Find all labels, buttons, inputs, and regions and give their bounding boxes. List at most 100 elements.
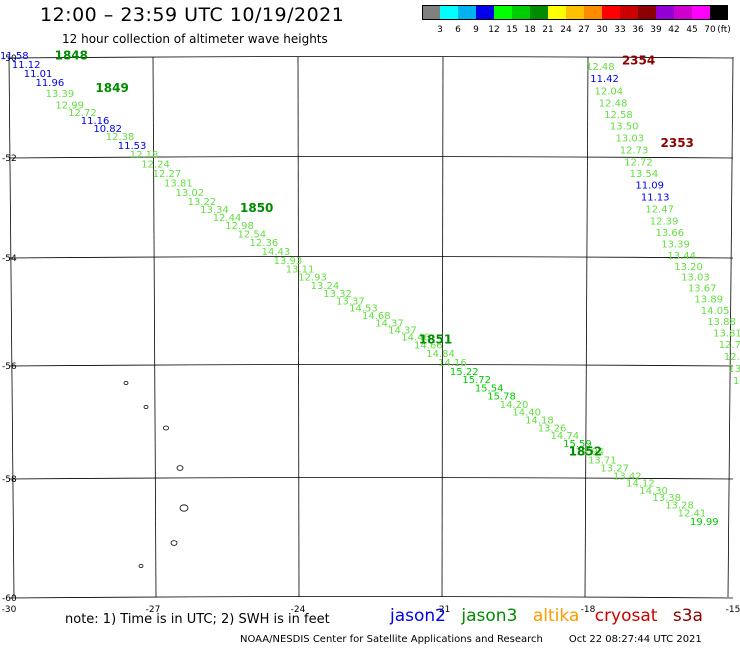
legend-swatch bbox=[584, 5, 602, 20]
wave-height-value: 13.50 bbox=[610, 122, 639, 133]
wave-height-value: 13.54 bbox=[630, 169, 659, 180]
wave-height-value: 11.42 bbox=[590, 74, 619, 85]
legend-swatch bbox=[674, 5, 692, 20]
island-outlines bbox=[123, 380, 189, 569]
wave-height-value: 12.18 bbox=[130, 150, 159, 161]
wave-height-value: 13.02 bbox=[175, 188, 204, 199]
wave-height-value: 13.81 bbox=[713, 329, 740, 340]
longitude-line bbox=[441, 56, 444, 598]
wave-height-value: 13.38 bbox=[652, 493, 681, 504]
wave-height-value: 14.74 bbox=[550, 431, 579, 442]
wave-height-value: 12.73 bbox=[620, 145, 649, 156]
longitude-line bbox=[727, 56, 734, 598]
longitude-line bbox=[8, 56, 15, 598]
legend-label: 3 bbox=[437, 25, 443, 35]
pass-time-label: 2354 bbox=[622, 54, 655, 68]
legend-label: 27 bbox=[578, 25, 589, 35]
wave-height-value: 14.43 bbox=[262, 247, 291, 258]
credit-source: NOAA/NESDIS Center for Satellite Applica… bbox=[240, 634, 543, 645]
wave-height-value: 13.94 bbox=[576, 447, 605, 458]
color-scale-bar bbox=[422, 5, 728, 20]
legend-label: 42 bbox=[668, 25, 679, 35]
credit-line: NOAA/NESDIS Center for Satellite Applica… bbox=[240, 634, 702, 645]
wave-height-value: 12.36 bbox=[250, 238, 279, 249]
wave-height-value: 14.12 bbox=[626, 479, 655, 490]
wave-height-value: 12.39 bbox=[650, 216, 679, 227]
wave-height-value: 15.22 bbox=[450, 367, 479, 378]
wave-height-value: 14.53 bbox=[349, 304, 378, 315]
wave-height-value: 12.98 bbox=[225, 221, 254, 232]
satellite-track-1: 11.5811.1211.0111.9613.3912.9912.7211.16… bbox=[0, 49, 719, 529]
wave-height-value: 13.39 bbox=[661, 240, 690, 251]
latitude-label: -60 bbox=[2, 594, 17, 604]
island bbox=[138, 564, 144, 569]
island bbox=[123, 380, 129, 385]
wave-height-value: 19.99 bbox=[690, 517, 719, 528]
latitude-line bbox=[8, 596, 734, 599]
color-scale-labels: 3 6 9 12 15 18 21 24 27 30 33 36 39 42 45 70 (ft) bbox=[437, 25, 731, 35]
wave-height-value: 13.39 bbox=[46, 89, 75, 100]
wave-height-value: 13.32 bbox=[323, 289, 352, 300]
wave-height-value: 12.44 bbox=[213, 213, 242, 224]
pass-time-label: 2353 bbox=[661, 136, 694, 150]
legend-swatch bbox=[530, 5, 548, 20]
wave-height-value: 13.89 bbox=[694, 295, 723, 306]
wave-height-value: 12.58 bbox=[604, 110, 633, 121]
legend-swatch bbox=[620, 5, 638, 20]
longitude-label: -15 bbox=[726, 605, 740, 615]
wave-height-value: 13.93 bbox=[274, 256, 303, 267]
wave-height-value: 15.54 bbox=[475, 383, 504, 394]
legend-label: 6 bbox=[455, 25, 461, 35]
satellite-track-2: 12.4811.4212.0412.4812.5813.5013.0312.73… bbox=[586, 54, 740, 388]
legend-swatch bbox=[638, 5, 656, 20]
wave-height-value: 14.05 bbox=[701, 306, 730, 317]
latitude-label: -58 bbox=[2, 475, 17, 485]
longitude-label: -24 bbox=[291, 605, 306, 615]
wave-height-value: 12.99 bbox=[55, 100, 84, 111]
wave-height-value: 10.82 bbox=[93, 124, 122, 135]
wave-height-value: 14.46 bbox=[401, 333, 430, 344]
latitude-line bbox=[8, 364, 734, 367]
legend-swatch bbox=[440, 5, 458, 20]
wave-height-value: 11.13 bbox=[641, 192, 670, 203]
wave-height-value: 13.27 bbox=[600, 464, 629, 475]
legend-swatch bbox=[512, 5, 530, 20]
wave-height-value: 14.16 bbox=[438, 358, 467, 369]
satellite-jason2: jason2 bbox=[390, 606, 446, 626]
wave-height-value: 14.40 bbox=[512, 408, 541, 419]
wave-height-value: 13. bbox=[728, 364, 740, 375]
longitude-label: -30 bbox=[2, 605, 17, 615]
legend-swatch bbox=[602, 5, 620, 20]
pass-time-label: 1852 bbox=[569, 444, 602, 458]
latitude-line bbox=[8, 256, 734, 259]
latitude-line bbox=[8, 156, 734, 159]
wave-height-value: 12.41 bbox=[678, 509, 707, 520]
wave-height-value: 11.96 bbox=[36, 78, 65, 89]
satellite-cryosat: cryosat bbox=[594, 606, 658, 626]
satellite-s3a: s3a bbox=[672, 606, 703, 626]
latitude-label: -56 bbox=[2, 362, 17, 372]
legend-unit: (ft) bbox=[717, 25, 731, 35]
longitude-label: -21 bbox=[436, 605, 451, 615]
legend-label: 33 bbox=[614, 25, 625, 35]
legend-swatch bbox=[494, 5, 512, 20]
legend-swatch bbox=[458, 5, 476, 20]
footnote: note: 1) Time is in UTC; 2) SWH is in fe… bbox=[65, 612, 330, 627]
legend-label: 18 bbox=[524, 25, 536, 35]
wave-height-value: 11.16 bbox=[81, 116, 110, 127]
legend-label: 70 bbox=[704, 25, 716, 35]
latitude-label: -54 bbox=[2, 254, 17, 264]
longitude-line bbox=[152, 56, 157, 598]
latitude-label: -52 bbox=[2, 154, 17, 164]
legend-label: 21 bbox=[542, 25, 553, 35]
generated-timestamp: Oct 22 08:27:44 UTC 2021 bbox=[568, 634, 702, 645]
latitude-line bbox=[8, 56, 734, 59]
wave-height-value: 12.72 bbox=[68, 108, 97, 119]
satellite-altika: altika bbox=[532, 606, 580, 626]
legend-label: 15 bbox=[506, 25, 517, 35]
wave-height-value: 15.72 bbox=[462, 375, 491, 386]
wave-height-value: 11.58 bbox=[0, 51, 29, 62]
wave-height-value: 14.37 bbox=[375, 318, 404, 329]
wave-height-value: 12.27 bbox=[153, 169, 182, 180]
